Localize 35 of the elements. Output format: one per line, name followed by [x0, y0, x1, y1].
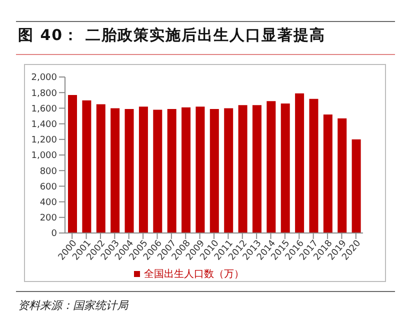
- bar: [138, 106, 148, 233]
- bar: [110, 108, 120, 233]
- bar: [210, 108, 219, 233]
- bar: [238, 105, 248, 233]
- bar: [252, 105, 262, 233]
- bar: [82, 100, 92, 233]
- bar: [167, 108, 176, 233]
- bar: [196, 106, 205, 233]
- bar: [309, 98, 318, 233]
- bar: [182, 107, 191, 233]
- y-tick-label: 1,600: [31, 104, 58, 114]
- text: 资料来源：国家统计局: [18, 298, 128, 313]
- bar: [224, 108, 234, 233]
- bar: [266, 101, 276, 233]
- y-tick-label: 800: [40, 166, 58, 177]
- y-tick-label: 400: [40, 198, 58, 208]
- y-tick-label: 200: [40, 214, 58, 224]
- bar: [153, 110, 162, 233]
- y-tick-label: 1,800: [31, 88, 58, 99]
- bar: [280, 104, 290, 233]
- bar: [352, 139, 361, 233]
- bar: [295, 93, 304, 233]
- y-tick-label: 1,200: [31, 136, 58, 146]
- y-tick-label: 1,400: [31, 120, 58, 130]
- y-tick-label: 1,000: [31, 151, 58, 162]
- bar: [96, 104, 106, 233]
- bar: [68, 94, 77, 233]
- bar: [323, 114, 332, 233]
- y-tick-label: 2,000: [31, 73, 58, 84]
- bar: [124, 108, 134, 233]
- bar: [338, 118, 347, 233]
- y-tick-label: 600: [40, 182, 58, 192]
- legend-label: 全国出生人口数（万）: [144, 269, 244, 280]
- y-tick-label: 0: [51, 229, 58, 240]
- chart-title: 图 40： 二胎政策实施后出生人口显著提高: [18, 26, 326, 45]
